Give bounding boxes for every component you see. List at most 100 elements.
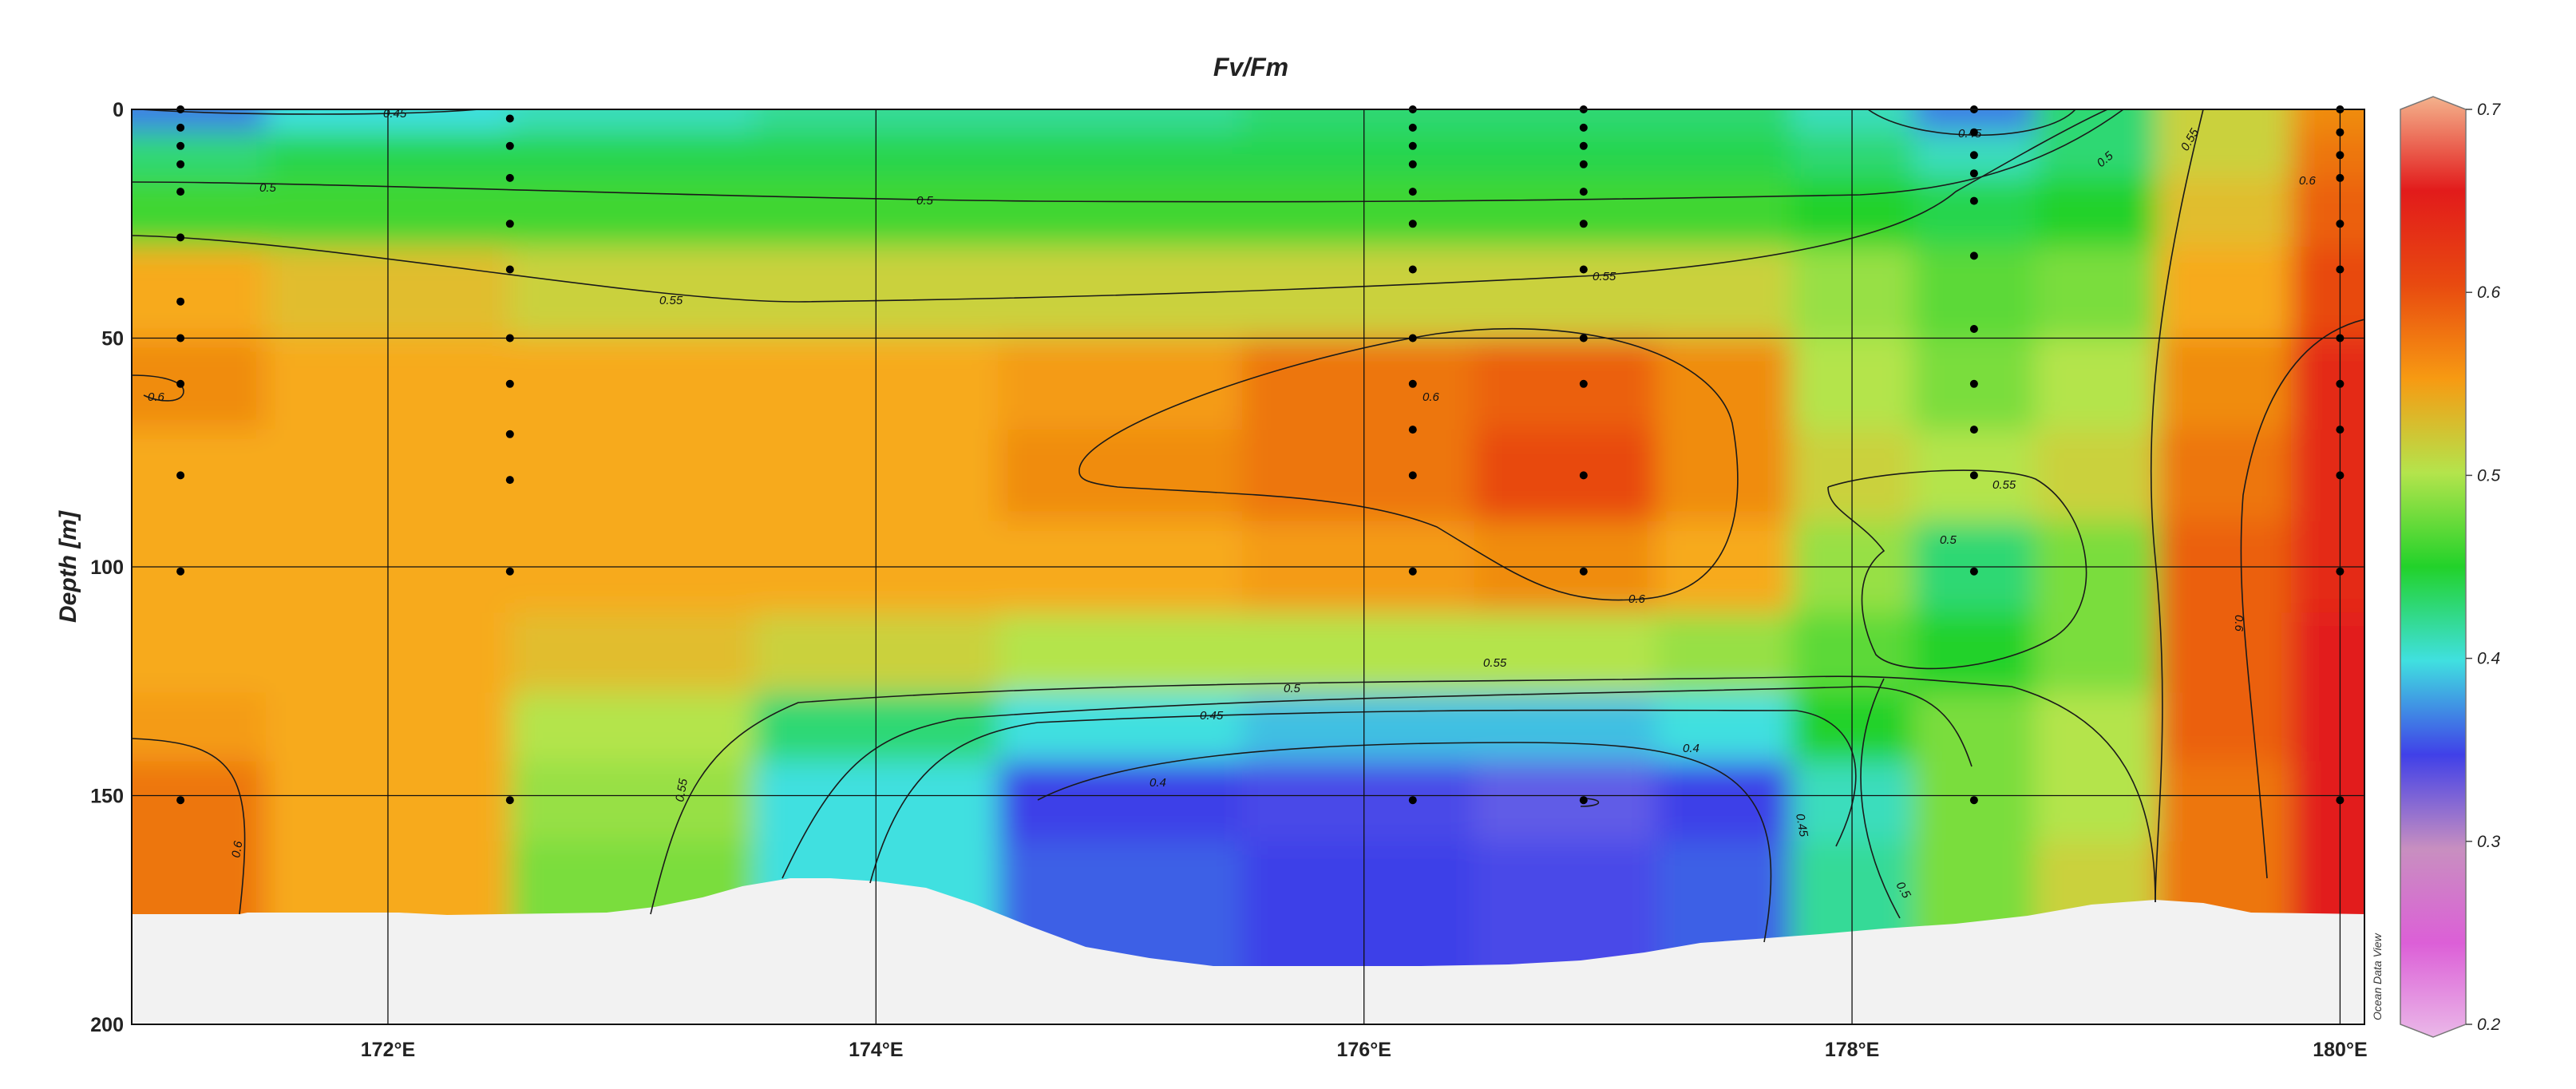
station-dots	[176, 105, 2345, 805]
heatmap-cell	[2157, 761, 2293, 842]
heatmap-cell	[2035, 430, 2159, 522]
heatmap-cell	[132, 338, 267, 431]
svg-text:0.45: 0.45	[1200, 709, 1224, 723]
station-sample-point	[1408, 379, 1417, 388]
heatmap-cell	[1474, 338, 1658, 431]
station-sample-point	[1579, 220, 1588, 228]
heatmap-cell	[998, 109, 1243, 133]
heatmap-cell	[998, 612, 1243, 694]
station-sample-point	[2336, 471, 2345, 480]
x-tick-label: 180°E	[2313, 1039, 2367, 1061]
station-sample-point	[1969, 169, 1978, 178]
station-sample-point	[176, 567, 185, 576]
heatmap-cell	[509, 692, 755, 762]
colorbar-tick-label: 0.5	[2477, 466, 2501, 485]
colorbar-tick-label: 0.4	[2477, 650, 2500, 668]
heatmap-cell	[998, 132, 1243, 179]
station-sample-point	[1969, 151, 1978, 160]
station-sample-point	[1579, 160, 1588, 168]
svg-text:0.55: 0.55	[659, 294, 683, 307]
station-sample-point	[2336, 379, 2345, 388]
station-sample-point	[1969, 196, 1978, 205]
heatmap-cell	[509, 338, 755, 431]
station-sample-point	[1579, 141, 1588, 150]
heatmap-cell	[1913, 612, 2036, 694]
heatmap-cell	[1656, 132, 1792, 179]
heatmap-cell	[1474, 692, 1658, 762]
heatmap-cell	[132, 612, 267, 694]
y-axis-label: Depth [m]	[55, 510, 81, 623]
station-sample-point	[1408, 123, 1417, 132]
heatmap-cell	[1913, 246, 2036, 339]
station-sample-point	[505, 220, 514, 228]
heatmap-cell	[2035, 246, 2159, 339]
heatmap-cell	[2157, 246, 2293, 339]
heatmap-cell	[509, 761, 755, 842]
station-sample-point	[176, 297, 185, 306]
station-sample-point	[1579, 265, 1588, 274]
station-sample-point	[1408, 471, 1417, 480]
heatmap-cell	[2291, 177, 2364, 248]
colorbar-tick-label: 0.2	[2477, 1016, 2501, 1034]
heatmap-cell	[132, 246, 267, 339]
station-sample-point	[1969, 379, 1978, 388]
station-sample-point	[1969, 796, 1978, 805]
x-tick-label: 178°E	[1825, 1039, 1879, 1061]
station-sample-point	[2336, 796, 2345, 805]
svg-text:0.4: 0.4	[1683, 742, 1700, 755]
colorbar-tick-label: 0.7	[2477, 101, 2502, 119]
y-tick-label: 150	[90, 786, 124, 808]
station-sample-point	[1969, 426, 1978, 434]
svg-text:0.5: 0.5	[259, 181, 277, 195]
station-sample-point	[176, 471, 185, 480]
station-sample-point	[176, 141, 185, 150]
svg-text:0.6: 0.6	[148, 390, 165, 404]
heatmap-cell	[1474, 761, 1658, 842]
heatmap-cell	[509, 177, 755, 248]
svg-text:0.55: 0.55	[1992, 478, 2016, 492]
station-sample-point	[176, 160, 185, 168]
svg-text:0.55: 0.55	[1593, 270, 1616, 283]
station-sample-point	[2336, 128, 2345, 137]
colorbar-tick-label: 0.6	[2477, 283, 2501, 302]
heatmap-cell	[998, 177, 1243, 248]
station-sample-point	[1969, 567, 1978, 576]
heatmap-cell	[1913, 177, 2036, 248]
station-sample-point	[1408, 160, 1417, 168]
y-tick-label: 0	[113, 99, 124, 121]
heatmap-cell	[1474, 177, 1658, 248]
heatmap-cell	[1241, 761, 1475, 842]
colorbar-ticks: 0.2 0.3 0.4 0.5 0.6 0.7	[2466, 101, 2502, 1034]
station-sample-point	[1969, 251, 1978, 260]
heatmap-cell	[2291, 612, 2364, 694]
station-sample-point	[1969, 128, 1978, 137]
y-tick-label: 200	[90, 1014, 124, 1036]
heatmap-cell	[2291, 109, 2364, 133]
heatmap-cell	[509, 109, 755, 133]
colorbar-tick-label: 0.3	[2477, 833, 2501, 851]
station-sample-point	[1408, 188, 1417, 196]
heatmap-cell	[509, 132, 755, 179]
heatmap-cell	[998, 692, 1243, 762]
x-tick-label: 176°E	[1337, 1039, 1391, 1061]
station-sample-point	[1579, 379, 1588, 388]
station-sample-point	[505, 430, 514, 438]
x-tick-label: 172°E	[361, 1039, 415, 1061]
x-tick-label: 174°E	[849, 1039, 903, 1061]
heatmap-cell	[2157, 338, 2293, 431]
heatmap-cell	[1241, 612, 1475, 694]
station-sample-point	[2336, 151, 2345, 160]
station-sample-point	[1408, 796, 1417, 805]
station-sample-point	[2336, 173, 2345, 182]
station-sample-point	[1408, 141, 1417, 150]
station-sample-point	[505, 796, 514, 805]
svg-text:0.55: 0.55	[673, 777, 690, 802]
station-sample-point	[1579, 188, 1588, 196]
plot-frame	[131, 109, 2365, 1025]
svg-text:0.45: 0.45	[383, 107, 407, 121]
station-sample-point	[2336, 334, 2345, 343]
heatmap-cell	[1656, 612, 1792, 694]
station-sample-point	[1408, 426, 1417, 434]
station-sample-point	[2336, 220, 2345, 228]
station-sample-point	[505, 567, 514, 576]
